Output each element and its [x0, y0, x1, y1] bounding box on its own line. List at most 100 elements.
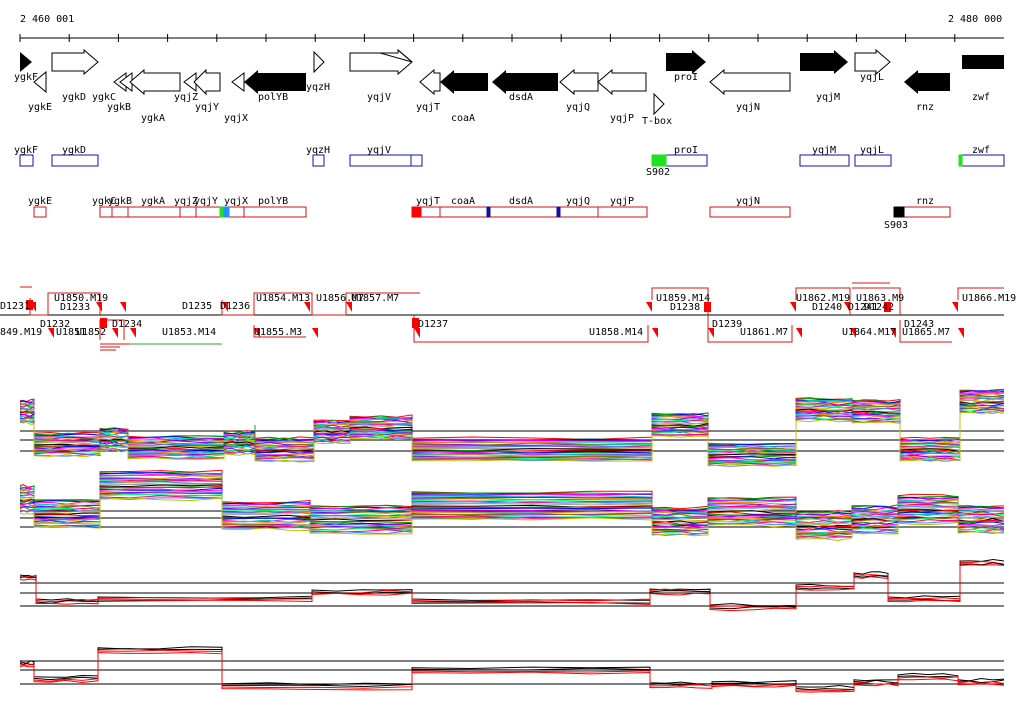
- segment-marker: [790, 302, 796, 312]
- expression-profile-2: [19, 469, 1005, 542]
- segment-block: [26, 300, 33, 310]
- gene-arrow-ygkE[interactable]: [33, 70, 47, 94]
- expression-trace: [19, 409, 1005, 464]
- segment-line: [253, 325, 306, 338]
- transcript-dsdA-operon[interactable]: [411, 206, 648, 218]
- segment-marker: [708, 328, 714, 338]
- segment-marker: [254, 328, 260, 338]
- expression-trace: [19, 404, 1005, 461]
- expression-trace: [19, 404, 1005, 462]
- ruler-ticks: [19, 34, 956, 42]
- segment-label: D1239: [712, 319, 742, 330]
- transcript-yqjM[interactable]: [799, 154, 850, 167]
- coordinate-ruler: 2 460 001 2 480 000: [19, 14, 1004, 42]
- ruler-end-label: 2 480 000: [948, 14, 1002, 25]
- gene-arrow-yqjY[interactable]: [193, 68, 221, 96]
- segment-label: U1850.M19: [54, 293, 108, 304]
- segment-label: U1854.M13: [256, 293, 310, 304]
- promoter-label: S902: [646, 167, 670, 178]
- transcript-ygkD[interactable]: [51, 154, 99, 167]
- gene-arrow-coaA[interactable]: [440, 70, 488, 94]
- transcript-label: yqjQ: [566, 196, 590, 207]
- segment-label: D1232: [40, 319, 70, 330]
- gene-arrow-ygkF[interactable]: [20, 52, 32, 72]
- transcript-yqjV[interactable]: [349, 154, 423, 167]
- segment-label: U1858.M14: [589, 327, 643, 338]
- gene-arrow-dsdA[interactable]: [492, 70, 558, 94]
- segment-marker: [414, 328, 420, 338]
- gene-label: yqzH: [306, 82, 330, 93]
- segment-label: D1235: [182, 301, 212, 312]
- gene-label: proI: [674, 72, 698, 83]
- segment-marker: [120, 302, 126, 312]
- gene-arrow-ygkD[interactable]: [51, 48, 99, 76]
- gene-arrow-yqjV-2[interactable]: [379, 48, 413, 63]
- segment-line: [29, 292, 101, 316]
- transcript-label: dsdA: [509, 196, 533, 207]
- promoter-S903[interactable]: [893, 206, 905, 218]
- gene-arrow-yqjQ[interactable]: [559, 68, 599, 96]
- expression-trace: [19, 410, 1005, 467]
- gene-arrow-zwf[interactable]: [962, 55, 1004, 69]
- gene-arrow-polYB[interactable]: [244, 70, 306, 94]
- transcript-track-forward: [19, 154, 1005, 167]
- gene-label: ygkB: [107, 102, 131, 113]
- expression-trace: [19, 392, 1005, 448]
- gene-label: coaA: [451, 113, 475, 124]
- segment-block: [884, 302, 891, 312]
- gene-label: rnz: [916, 102, 934, 113]
- gene-arrow-yqjL[interactable]: [854, 48, 891, 76]
- transcript-label: ygkE: [28, 196, 52, 207]
- gene-arrow-yqjP[interactable]: [597, 68, 647, 96]
- segment-label: D1238: [670, 302, 700, 313]
- transcript-label: yqjZ: [174, 196, 198, 207]
- segment-label: U1862.M19: [796, 293, 850, 304]
- gene-arrow-yqjN[interactable]: [709, 68, 791, 96]
- segment-label: U1857.M7: [351, 293, 399, 304]
- gene-arrow-yqzH[interactable]: [313, 50, 325, 74]
- gene-label: yqjT: [416, 102, 440, 113]
- expression-trace: [19, 395, 1005, 451]
- transcript-label: rnz: [916, 196, 934, 207]
- segment-marker: [304, 302, 310, 312]
- expression-trace: [19, 410, 1005, 467]
- gene-arrow-yqjT[interactable]: [419, 68, 441, 96]
- transcript-yqjN[interactable]: [709, 206, 791, 218]
- segment-line: [852, 287, 901, 315]
- transcript-zwf[interactable]: [958, 154, 1005, 167]
- expression-trace: [19, 393, 1005, 450]
- expression-trace: [19, 562, 1005, 610]
- gene-label: yqjL: [860, 72, 884, 83]
- transcript-labels-reverse: ygkE ygkC ygkB ygkA yqjZ yqjY yqjX polYB…: [28, 196, 934, 231]
- transcript-label: yqjX: [224, 196, 248, 207]
- transcript-label: ygkA: [141, 196, 165, 207]
- expression-trace: [19, 648, 1005, 691]
- transcript-label: zwf: [972, 145, 990, 156]
- gene-label: yqjP: [610, 113, 634, 124]
- gene-arrow-ygkA[interactable]: [129, 68, 181, 96]
- gene-arrow-yqjM[interactable]: [800, 50, 848, 74]
- transcript-label: ygkC: [92, 196, 116, 207]
- transcript-polYB-operon[interactable]: [99, 206, 307, 218]
- expression-trace: [19, 651, 1005, 693]
- tbox-label: T-box: [642, 116, 672, 127]
- gene-arrow-proI[interactable]: [666, 50, 706, 74]
- transcript-yqzH[interactable]: [312, 154, 325, 167]
- transcript-label: coaA: [451, 196, 475, 207]
- tbox-marker[interactable]: [653, 92, 665, 116]
- transcript-label: yqjM: [812, 145, 836, 156]
- segment-label: U1863.M9: [856, 293, 904, 304]
- gene-label: ygkD: [62, 92, 86, 103]
- gene-arrow-yqjX[interactable]: [231, 72, 245, 92]
- transcript-ygkF[interactable]: [19, 154, 34, 167]
- transcript-label: proI: [674, 145, 698, 156]
- transcript-label: ygkB: [108, 196, 132, 207]
- gene-arrow-rnz[interactable]: [904, 70, 950, 94]
- segment-label: D1240: [812, 302, 842, 313]
- promoter-S902[interactable]: [651, 154, 667, 167]
- segmentation-track: D1231 U1850.M19 D1233 D1235 D1236 U1854.…: [0, 282, 1016, 351]
- transcript-ygkE[interactable]: [33, 206, 47, 218]
- segment-marker: [850, 328, 856, 338]
- transcript-yqjL[interactable]: [854, 154, 892, 167]
